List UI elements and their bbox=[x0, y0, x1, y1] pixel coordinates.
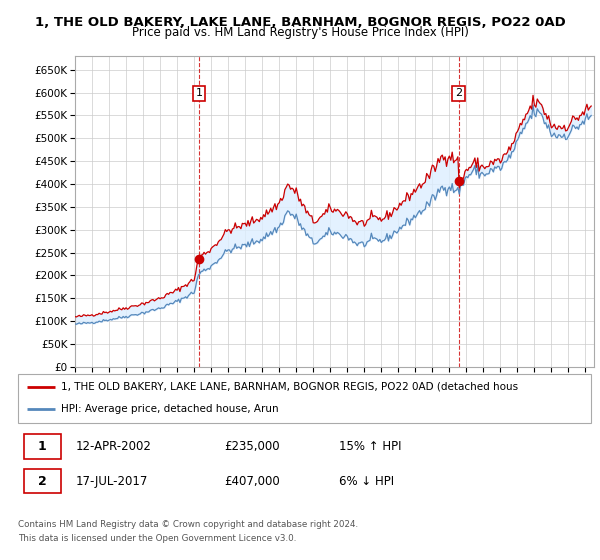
Text: 17-JUL-2017: 17-JUL-2017 bbox=[76, 475, 148, 488]
Text: £235,000: £235,000 bbox=[224, 440, 280, 453]
Text: 1, THE OLD BAKERY, LAKE LANE, BARNHAM, BOGNOR REGIS, PO22 0AD (detached hous: 1, THE OLD BAKERY, LAKE LANE, BARNHAM, B… bbox=[61, 382, 518, 392]
Text: 2: 2 bbox=[38, 475, 47, 488]
Text: This data is licensed under the Open Government Licence v3.0.: This data is licensed under the Open Gov… bbox=[18, 534, 296, 543]
Text: 1: 1 bbox=[196, 88, 202, 99]
FancyBboxPatch shape bbox=[24, 469, 61, 493]
Text: 2: 2 bbox=[455, 88, 462, 99]
Text: 15% ↑ HPI: 15% ↑ HPI bbox=[339, 440, 401, 453]
Text: Contains HM Land Registry data © Crown copyright and database right 2024.: Contains HM Land Registry data © Crown c… bbox=[18, 520, 358, 529]
FancyBboxPatch shape bbox=[24, 435, 61, 459]
Text: 12-APR-2002: 12-APR-2002 bbox=[76, 440, 151, 453]
Text: HPI: Average price, detached house, Arun: HPI: Average price, detached house, Arun bbox=[61, 404, 278, 414]
Text: Price paid vs. HM Land Registry's House Price Index (HPI): Price paid vs. HM Land Registry's House … bbox=[131, 26, 469, 39]
Text: 6% ↓ HPI: 6% ↓ HPI bbox=[339, 475, 394, 488]
Text: 1: 1 bbox=[38, 440, 47, 453]
Text: 1, THE OLD BAKERY, LAKE LANE, BARNHAM, BOGNOR REGIS, PO22 0AD: 1, THE OLD BAKERY, LAKE LANE, BARNHAM, B… bbox=[35, 16, 565, 29]
Text: £407,000: £407,000 bbox=[224, 475, 280, 488]
FancyBboxPatch shape bbox=[18, 374, 591, 423]
